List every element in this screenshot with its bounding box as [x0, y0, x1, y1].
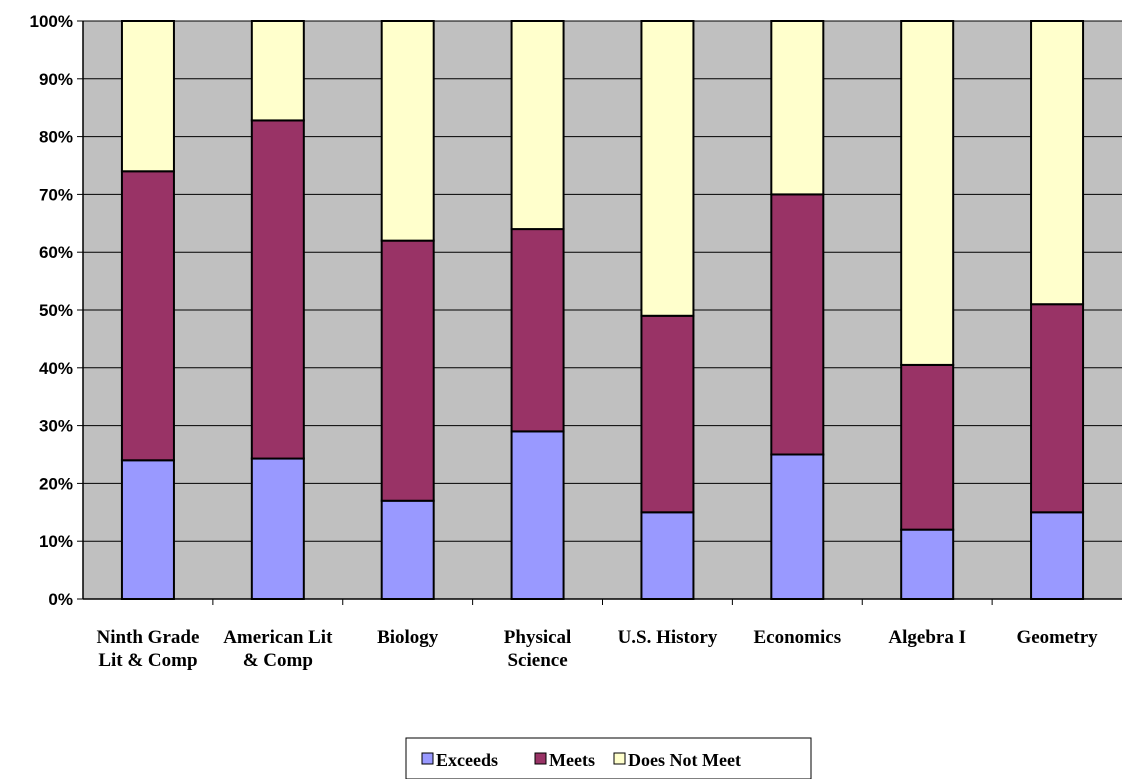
bar-segment-exceeds — [900, 528, 955, 601]
y-tick-label: 80% — [39, 128, 73, 147]
bar-segment-meets — [1030, 303, 1085, 514]
x-tick-label-line: Physical — [504, 627, 572, 648]
bar-segment-exceeds — [510, 430, 565, 600]
bar-segment-does-not-meet — [1030, 20, 1085, 306]
x-tick-label: Biology — [377, 627, 439, 648]
x-tick-label-line: & Comp — [243, 650, 313, 671]
bar-segment-meets — [510, 228, 565, 433]
y-tick-label: 50% — [39, 301, 73, 320]
y-tick-label: 70% — [39, 185, 73, 204]
y-tick-label: 10% — [39, 532, 73, 551]
x-tick-label-line: Lit & Comp — [98, 650, 197, 671]
x-tick-label-line: Science — [507, 650, 567, 671]
legend-swatch — [534, 752, 547, 765]
legend-label: Meets — [549, 750, 595, 770]
bar-segment-does-not-meet — [900, 20, 955, 366]
bar-segment-exceeds — [1030, 511, 1085, 600]
x-tick-label: American Lit & Comp — [223, 627, 333, 671]
legend-swatch — [613, 752, 626, 765]
y-tick-label: 0% — [48, 590, 73, 609]
x-tick-label-line: Ninth Grade — [96, 627, 199, 648]
bar-segment-meets — [770, 193, 825, 456]
bar-segment-exceeds — [770, 453, 825, 600]
legend-label: Does Not Meet — [628, 750, 741, 770]
bar-segment-does-not-meet — [770, 20, 825, 196]
bar-segment-does-not-meet — [640, 20, 695, 317]
x-tick-label-line: Geometry — [1016, 627, 1098, 648]
y-tick-label: 60% — [39, 243, 73, 262]
bar-segment-does-not-meet — [380, 20, 435, 242]
y-tick-label: 20% — [39, 474, 73, 493]
bar-segment-does-not-meet — [120, 20, 175, 173]
bar-segment-meets — [380, 239, 435, 502]
x-tick-label-line: U.S. History — [618, 627, 718, 648]
x-tick-label: Physical Science — [504, 627, 572, 671]
bar-segment-does-not-meet — [510, 20, 565, 231]
bar-segment-meets — [640, 314, 695, 514]
x-tick-label: Geometry — [1016, 627, 1098, 648]
x-tick-label-line: Algebra I — [888, 627, 966, 648]
y-tick-label: 30% — [39, 417, 73, 436]
y-tick-label: 100% — [30, 12, 73, 31]
x-tick-label: Economics — [754, 627, 842, 648]
legend-label: Exceeds — [436, 750, 498, 770]
x-tick-label-line: Economics — [754, 627, 842, 648]
bar-segment-exceeds — [380, 499, 435, 600]
bar-segment-exceeds — [120, 459, 175, 600]
bar-segment-meets — [900, 363, 955, 531]
y-axis: 0% 10% 20% 30% 40% 50% 60% 70% 80% 90% 100% — [30, 12, 84, 609]
y-tick-label: 90% — [39, 70, 73, 89]
y-tick-label: 40% — [39, 359, 73, 378]
x-tick-label-line: Biology — [377, 627, 439, 648]
x-tick-label: Ninth Grade Lit & Comp — [96, 627, 199, 671]
x-tick-label: U.S. History — [618, 627, 718, 648]
bar-segment-exceeds — [640, 511, 695, 600]
x-tick-label: Algebra I — [888, 627, 966, 648]
x-tick-label-line: American Lit — [223, 627, 333, 648]
bars — [120, 20, 1085, 601]
legend: Exceeds Meets Does Not Meet — [405, 737, 812, 779]
bar-segment-does-not-meet — [250, 20, 305, 122]
legend-swatch — [421, 752, 434, 765]
bar-segment-meets — [120, 170, 175, 462]
legend-box — [405, 737, 812, 779]
bar-segment-meets — [250, 119, 305, 460]
x-axis: Ninth Grade Lit & Comp American Lit & Comp B… — [83, 598, 1122, 671]
bar-segment-exceeds — [250, 457, 305, 600]
